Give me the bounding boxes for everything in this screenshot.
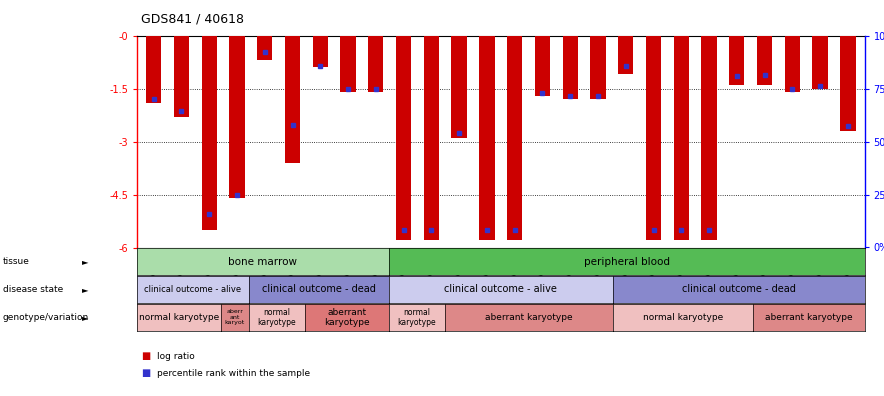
Bar <box>340 36 355 92</box>
Bar <box>701 36 717 240</box>
Bar <box>257 36 272 60</box>
Text: clinical outcome - dead: clinical outcome - dead <box>682 284 796 295</box>
Text: aberrant karyotype: aberrant karyotype <box>765 313 852 322</box>
Text: aberrant
karyotype: aberrant karyotype <box>324 308 370 327</box>
Text: clinical outcome - alive: clinical outcome - alive <box>445 284 557 295</box>
Bar <box>396 36 411 240</box>
Bar <box>618 36 633 74</box>
Text: clinical outcome - dead: clinical outcome - dead <box>262 284 376 295</box>
Bar <box>202 36 217 230</box>
Text: ►: ► <box>82 313 88 322</box>
Bar <box>146 36 161 103</box>
Bar <box>757 36 773 85</box>
Bar <box>423 36 439 240</box>
Text: percentile rank within the sample: percentile rank within the sample <box>157 369 310 378</box>
Text: genotype/variation: genotype/variation <box>3 313 89 322</box>
Text: tissue: tissue <box>3 257 29 266</box>
Text: normal karyotype: normal karyotype <box>139 313 219 322</box>
Text: bone marrow: bone marrow <box>228 257 297 267</box>
Bar <box>452 36 467 138</box>
Text: disease state: disease state <box>3 285 63 294</box>
Bar <box>674 36 689 240</box>
Bar <box>229 36 245 198</box>
Text: clinical outcome - alive: clinical outcome - alive <box>144 285 241 294</box>
Text: ■: ■ <box>141 351 150 362</box>
Bar <box>369 36 384 92</box>
Text: ►: ► <box>82 285 88 294</box>
Bar <box>785 36 800 92</box>
Text: GDS841 / 40618: GDS841 / 40618 <box>141 13 245 26</box>
Text: ■: ■ <box>141 368 150 379</box>
Bar <box>646 36 661 240</box>
Bar <box>841 36 856 131</box>
Bar <box>313 36 328 67</box>
Text: peripheral blood: peripheral blood <box>583 257 670 267</box>
Bar <box>174 36 189 117</box>
Text: log ratio: log ratio <box>157 352 195 361</box>
Text: aberr
ant
karyot: aberr ant karyot <box>225 309 245 325</box>
Bar <box>507 36 522 240</box>
Bar <box>535 36 550 96</box>
Bar <box>591 36 606 99</box>
Text: ►: ► <box>82 257 88 266</box>
Bar <box>285 36 301 163</box>
Bar <box>729 36 744 85</box>
Bar <box>479 36 494 240</box>
Text: normal
karyotype: normal karyotype <box>398 308 436 327</box>
Text: aberrant karyotype: aberrant karyotype <box>485 313 573 322</box>
Text: normal
karyotype: normal karyotype <box>257 308 296 327</box>
Bar <box>562 36 578 99</box>
Text: normal karyotype: normal karyotype <box>643 313 723 322</box>
Bar <box>812 36 827 89</box>
